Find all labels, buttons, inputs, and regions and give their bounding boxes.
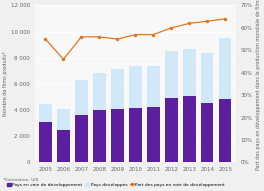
Bar	[93, 110, 106, 162]
Part des pays en voie de développement	[116, 38, 119, 40]
Bar	[39, 122, 52, 162]
Y-axis label: Part des pays en développement dans la production mondiale de films: Part des pays en développement dans la p…	[255, 0, 261, 171]
Bar	[129, 66, 142, 108]
Bar	[219, 38, 232, 99]
Part des pays en voie de développement	[170, 27, 173, 29]
Y-axis label: Nombre de films produits*: Nombre de films produits*	[3, 51, 8, 117]
Part des pays en voie de développement	[62, 58, 65, 60]
Bar	[75, 80, 88, 115]
Part des pays en voie de développement	[134, 33, 137, 36]
Bar	[165, 51, 178, 98]
Part des pays en voie de développement	[152, 33, 155, 36]
Bar	[111, 69, 124, 109]
Bar	[201, 53, 214, 103]
Part des pays en voie de développement	[44, 38, 47, 40]
Bar	[183, 96, 196, 162]
Bar	[111, 109, 124, 162]
Bar	[93, 74, 106, 110]
Part des pays en voie de développement	[98, 36, 101, 38]
Legend: Pays en voie de développement, Pays développés, Part des pays en voie de dévelop: Pays en voie de développement, Pays déve…	[5, 181, 227, 189]
Bar	[39, 104, 52, 122]
Part des pays en voie de développement	[188, 22, 191, 25]
Bar	[75, 115, 88, 162]
Bar	[183, 49, 196, 96]
Bar	[219, 99, 232, 162]
Part des pays en voie de développement	[80, 36, 83, 38]
Bar	[57, 109, 70, 130]
Part des pays en voie de développement	[206, 20, 209, 22]
Bar	[57, 130, 70, 162]
Bar	[147, 107, 159, 162]
Part des pays en voie de développement	[224, 18, 227, 20]
Bar	[147, 66, 159, 107]
Bar	[165, 98, 178, 162]
Bar	[201, 103, 214, 162]
Text: *Estimation: UIS: *Estimation: UIS	[3, 178, 38, 182]
Bar	[129, 108, 142, 162]
Line: Part des pays en voie de développement: Part des pays en voie de développement	[44, 18, 226, 60]
